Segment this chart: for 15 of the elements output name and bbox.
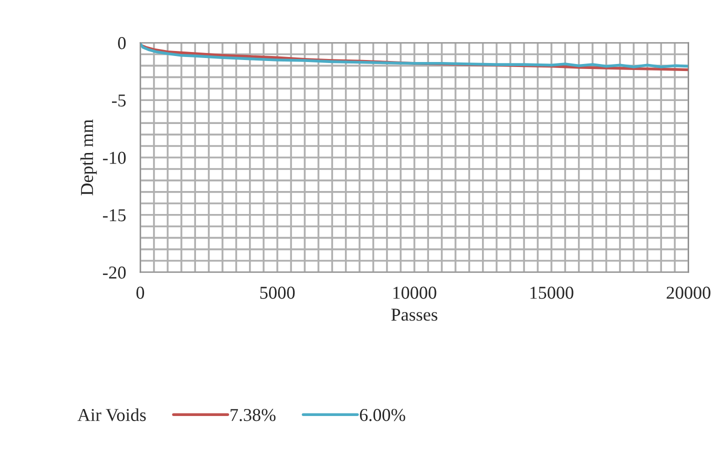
x-tick-label: 0 [136,286,144,299]
y-tick-label: -5 [112,94,126,107]
x-tick-label: 5000 [260,286,295,299]
legend-title: Air Voids [78,408,146,422]
legend-label: 6.00% [360,408,406,422]
x-tick-label: 15000 [530,286,574,299]
x-tick-label: 20000 [666,286,710,299]
x-tick-label: 10000 [393,286,436,299]
y-axis-title: Depth mm [80,119,97,196]
y-tick-label: -10 [102,152,126,164]
y-tick-label: -20 [102,266,126,279]
y-tick-label: 0 [118,37,126,50]
x-axis-title: Passes [391,308,438,321]
y-tick-label: -15 [102,209,126,222]
legend-label: 7.38% [230,408,276,422]
